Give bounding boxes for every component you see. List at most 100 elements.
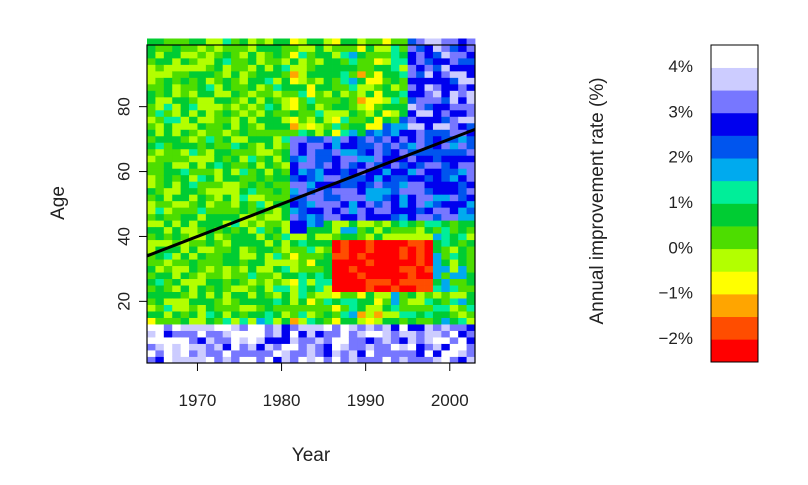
heatmap-cell: [231, 356, 240, 364]
heatmap-cell: [214, 142, 224, 150]
heatmap-cell: [458, 298, 467, 305]
heatmap-cell: [155, 161, 165, 169]
heatmap-cell: [374, 356, 383, 364]
colorbar-tick-label: 1%: [668, 193, 693, 212]
heatmap-cell: [247, 298, 257, 305]
heatmap-cell: [424, 174, 434, 182]
heatmap-cell: [172, 194, 182, 202]
heatmap-cell: [323, 239, 333, 247]
heatmap-cell: [247, 291, 257, 299]
heatmap-cell: [432, 356, 442, 364]
heatmap-cell: [189, 278, 198, 286]
heatmap-cell: [416, 285, 425, 293]
heatmap-cell: [458, 304, 467, 312]
heatmap-cell: [214, 116, 224, 124]
heatmap-cell: [374, 252, 383, 260]
heatmap-cell: [432, 278, 442, 286]
heatmap-cell: [264, 330, 274, 338]
heatmap-cell: [332, 155, 341, 163]
heatmap-cell: [323, 174, 333, 182]
heatmap-cell: [264, 174, 274, 182]
heatmap-cell: [416, 311, 425, 318]
heatmap-cell: [348, 330, 358, 338]
heatmap-cell: [189, 337, 198, 344]
heatmap-cell: [180, 38, 190, 46]
heatmap-cell: [289, 187, 299, 195]
heatmap-cell: [432, 272, 442, 280]
heatmap-cell: [281, 246, 291, 254]
heatmap-cell: [163, 207, 173, 215]
heatmap-cell: [441, 330, 451, 338]
heatmap-cell: [432, 57, 442, 65]
heatmap-cell: [390, 38, 400, 46]
heatmap-cell: [315, 337, 325, 344]
heatmap-cell: [348, 38, 358, 46]
heatmap-cell: [449, 142, 459, 150]
heatmap-cell: [247, 337, 257, 344]
heatmap-cell: [147, 239, 156, 247]
heatmap-cell: [180, 343, 190, 351]
heatmap-cell: [264, 304, 274, 312]
heatmap-cell: [205, 64, 215, 72]
heatmap-cell: [432, 246, 442, 254]
heatmap-cell: [172, 57, 182, 65]
heatmap-cell: [449, 83, 459, 91]
heatmap-cell: [197, 122, 207, 130]
heatmap-cell: [247, 96, 257, 104]
heatmap-cell: [214, 161, 224, 169]
heatmap-cell: [172, 311, 182, 318]
heatmap-cell: [432, 213, 442, 221]
heatmap-cell: [357, 109, 367, 117]
heatmap-cell: [306, 226, 316, 234]
heatmap-cell: [163, 109, 173, 117]
heatmap-cell: [357, 187, 367, 195]
heatmap-cell: [466, 129, 476, 137]
heatmap-cell: [323, 343, 333, 351]
heatmap-cell: [374, 57, 383, 65]
heatmap-cell: [172, 70, 182, 78]
heatmap-cell: [155, 285, 165, 293]
heatmap-cell: [281, 207, 291, 215]
heatmap-cell: [399, 77, 409, 85]
heatmap-cell: [458, 181, 467, 189]
heatmap-cell: [306, 109, 316, 117]
heatmap-cell: [247, 220, 257, 228]
heatmap-cell: [239, 278, 249, 286]
heatmap-cell: [256, 337, 266, 344]
heatmap-cell: [306, 122, 316, 130]
heatmap-cell: [147, 45, 156, 52]
heatmap-cell: [239, 343, 249, 351]
heatmap-cell: [231, 304, 240, 312]
heatmap-cell: [172, 259, 182, 267]
heatmap-cell: [298, 38, 308, 46]
heatmap-cell: [147, 350, 156, 357]
heatmap-cell: [416, 155, 425, 163]
heatmap-cell: [264, 109, 274, 117]
heatmap-cell: [273, 135, 282, 143]
heatmap-cell: [466, 187, 476, 195]
heatmap-cell: [239, 330, 249, 338]
heatmap-cell: [424, 317, 434, 325]
heatmap-cell: [197, 45, 207, 52]
heatmap-cell: [247, 272, 257, 280]
heatmap-cell: [298, 285, 308, 293]
heatmap-cell: [323, 324, 333, 331]
heatmap-cell: [449, 278, 459, 286]
heatmap-cell: [466, 343, 476, 351]
heatmap-cell: [214, 356, 224, 364]
heatmap-cell: [407, 239, 417, 247]
heatmap-cell: [306, 77, 316, 85]
heatmap-cell: [357, 96, 367, 104]
heatmap-cell: [399, 356, 409, 364]
heatmap-cell: [340, 259, 350, 267]
heatmap-cell: [407, 272, 417, 280]
heatmap-cell: [390, 122, 400, 130]
heatmap-cell: [424, 38, 434, 46]
heatmap-cell: [298, 259, 308, 267]
heatmap-cell: [323, 122, 333, 130]
heatmap-cell: [163, 291, 173, 299]
heatmap-cell: [256, 330, 266, 338]
heatmap-cell: [424, 96, 434, 104]
heatmap-cell: [348, 109, 358, 117]
heatmap-cell: [264, 129, 274, 137]
